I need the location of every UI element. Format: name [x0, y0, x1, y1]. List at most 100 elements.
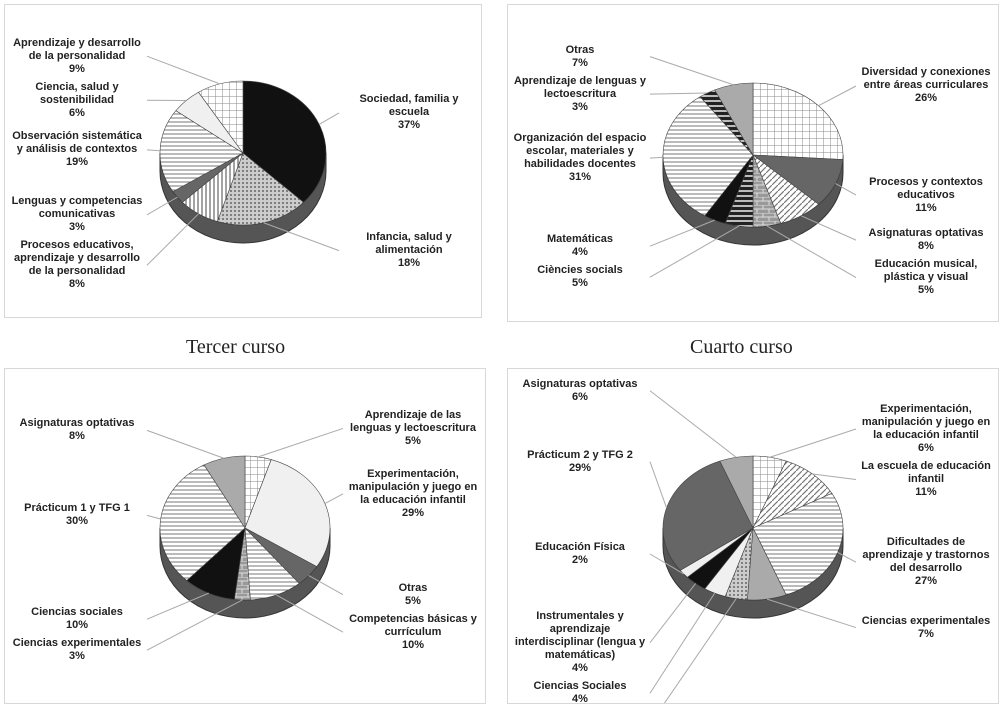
leader-line [649, 461, 668, 509]
slice-label-text: Asignaturas optativas [19, 417, 135, 430]
slice-label: Procesos y contextos educativos 11% [858, 176, 994, 215]
slice-label: Ciències socials 5% [512, 264, 648, 290]
slice-value: 5% [572, 277, 588, 290]
slice-label: Asignaturas optativas 6% [512, 378, 648, 404]
slice-label: Ciencias sociales 10% [9, 606, 145, 632]
slice-value: 3% [69, 650, 85, 663]
slice-label-text: Otras [565, 43, 595, 56]
leader-line [263, 222, 340, 252]
slice-label: Lenguas y competencias comunicativas 3% [9, 195, 145, 234]
pie-slice [216, 152, 304, 226]
slice-label-text: Organización del espacio escolar, materi… [513, 132, 647, 171]
slice-label-text: Asignaturas optativas [522, 377, 638, 390]
pie-slice [198, 80, 244, 154]
slice-value: 7% [918, 627, 934, 640]
leader-line [146, 213, 199, 266]
slice-value: 8% [69, 430, 85, 443]
slice-label-text: Ciencias experimentales [12, 637, 142, 650]
slice-label: Ciencias experimentales 7% [858, 615, 994, 641]
pie-slice [662, 96, 754, 217]
slice-label-text: Experimentación, manipulación y juego en… [348, 467, 478, 506]
slice-label-text: Competencias básicas y currículum [349, 612, 477, 638]
leader-line [146, 149, 161, 152]
slice-label-text: Educación musical, plástica y visual [874, 258, 978, 284]
slice-label-text: Educación Física [535, 541, 625, 553]
leader-line [324, 493, 344, 505]
leader-line [649, 553, 684, 575]
slice-label-text: Ciencia, salud y sostenibilidad [35, 80, 119, 106]
leader-line [146, 196, 178, 216]
pie-slice [159, 464, 246, 581]
slice-label-text: Prácticum 2 y TFG 2 [527, 448, 633, 461]
slice-label: Prácticum 1 y TFG 1 30% [9, 502, 145, 528]
slice-label: Educación Física 2% [512, 541, 648, 567]
leader-line [837, 551, 857, 563]
leader-line [766, 598, 857, 629]
slice-label: Competencias básicas y currículum 10% [345, 613, 481, 652]
slice-value: 7% [572, 56, 588, 69]
leader-line [835, 183, 857, 196]
pie-slice [714, 82, 754, 157]
slice-value: 11% [915, 485, 937, 498]
slice-value: 19% [65, 156, 89, 169]
leader-line [146, 514, 161, 520]
leader-line [766, 225, 857, 279]
slice-value: 2% [572, 554, 588, 566]
slice-label-text: Experimentación, manipulación y juego en… [861, 402, 991, 441]
slice-value: 5% [405, 594, 421, 607]
slice-label-text: Infancia, salud y alimentación [366, 231, 452, 257]
slice-value: 18% [397, 257, 421, 270]
slice-label-text: Asignaturas optativas [868, 227, 984, 240]
leader-line [649, 219, 715, 247]
slice-label: Otras 7% [512, 44, 648, 70]
pie-slice [244, 459, 331, 567]
leader-line [276, 594, 344, 633]
slice-label: Organización del espacio escolar, materi… [512, 132, 648, 184]
leader-line [769, 428, 857, 458]
slice-value: 5% [918, 284, 934, 297]
pie-svg [649, 390, 857, 703]
slice-value: 3% [572, 100, 588, 113]
leader-line [649, 225, 740, 278]
slice-label-text: Observación sistemática y análisis de co… [12, 130, 142, 156]
slice-label-text: Matemáticas [546, 233, 614, 246]
pie-chart-cuarto-curso: Experimentación, manipulación y juego en… [507, 368, 999, 704]
pie-svg [146, 427, 344, 651]
slice-label: Dificultades de aprendizaje y trastornos… [858, 536, 994, 588]
leader-line [801, 215, 857, 241]
pie-chart-1: Sociedad, familia y escuela 37% Infancia, … [4, 4, 482, 318]
leader-line [818, 85, 857, 107]
pie-slice [203, 455, 246, 530]
leader-line [146, 592, 210, 620]
slice-value: 6% [69, 106, 85, 119]
slice-value: 4% [572, 693, 588, 704]
slice-label: Matemáticas 4% [512, 233, 648, 259]
leader-line [308, 575, 344, 596]
leader-line [318, 112, 340, 125]
slice-value: 27% [914, 575, 938, 588]
slice-value: 29% [401, 506, 425, 519]
slice-value: 30% [65, 515, 89, 528]
slice-label-text: Ciencias experimentales [861, 614, 991, 627]
leader-line [649, 390, 737, 458]
leader-line [258, 427, 344, 458]
slice-label: Aprendizaje de las lenguas y lectoescrit… [345, 409, 481, 448]
slice-value: 6% [918, 441, 934, 454]
pie-svg [649, 56, 857, 279]
pie-slice [242, 80, 327, 203]
slice-value: 9% [69, 62, 85, 75]
slice-label: Prácticum 2 y TFG 2 29% [512, 449, 648, 475]
slice-label: Instrumentales y aprendizaje interdiscip… [512, 610, 648, 675]
slice-label-text: Lenguas y competencias comunicativas [11, 195, 143, 221]
slice-value: 10% [401, 638, 425, 651]
slice-label: Diversidad y conexiones entre áreas curr… [858, 66, 994, 105]
slice-label-text: La escuela de educación infantil [861, 459, 991, 485]
slice-value: 5% [405, 434, 421, 447]
slice-label-text: Procesos educativos, aprendizaje y desar… [14, 239, 140, 278]
leader-line [649, 592, 716, 694]
slice-label: Asignaturas optativas 8% [858, 227, 994, 253]
pie-slice [752, 82, 844, 160]
slice-label-text: Otras [398, 581, 428, 594]
slice-label-text: Aprendizaje de lenguas y lectoescritura [513, 74, 647, 100]
